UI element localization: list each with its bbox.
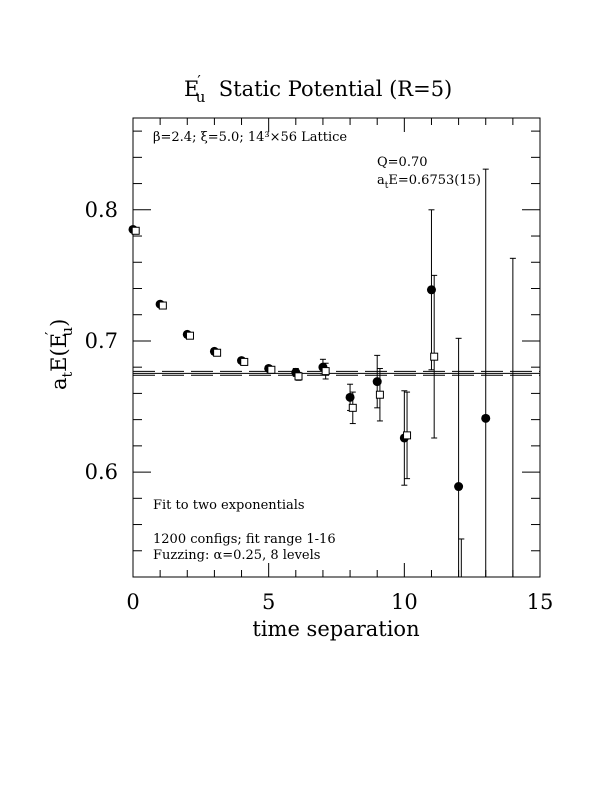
annotation-fit: atE=0.6753(15) (377, 173, 481, 191)
data-point-square (158, 301, 167, 310)
svg-text:atE(E′u): atE(E′u) (42, 319, 76, 390)
fit-sub: t (385, 181, 389, 191)
data-point-circle (481, 413, 491, 423)
data-point-square (321, 367, 330, 376)
data-point-square (185, 331, 194, 340)
plot-frame (132, 117, 541, 578)
title-sub: u (196, 88, 206, 106)
annotation-configs: 1200 configs; fit range 1-16 (153, 532, 336, 547)
x-axis-label: time separation (252, 617, 419, 641)
x-tick-label: 0 (126, 590, 139, 614)
y-axis-label: atE(E′u) (42, 319, 76, 390)
annotation-q: Q=0.70 (377, 155, 428, 170)
data-point-square (213, 348, 222, 357)
title-prime: ′ (197, 72, 201, 90)
chart-title: E′ u Static Potential (R=5) (184, 72, 452, 106)
data-point-square (430, 352, 439, 361)
x-tick-label: 5 (262, 590, 275, 614)
data-point-circle (454, 482, 464, 492)
fit-value: E=0.6753(15) (388, 173, 481, 188)
data-point-square (375, 390, 384, 399)
data-point-square (294, 372, 303, 381)
x-tick-label: 10 (391, 590, 418, 614)
x-tick-label: 15 (527, 590, 554, 614)
ylabel-t: t (60, 371, 76, 377)
ylabel-a: a (47, 377, 71, 390)
y-tick-label: 0.7 (85, 329, 118, 353)
title-rest: Static Potential (R=5) (205, 77, 452, 101)
fit-prefix: a (377, 173, 385, 188)
data-point-square (403, 431, 412, 440)
ylabel-prime: ′ (42, 331, 60, 335)
annotation-fit-type: Fit to two exponentials (153, 498, 305, 513)
y-tick-label: 0.6 (85, 460, 118, 484)
data-point-square (240, 357, 249, 366)
fit-band (133, 370, 540, 376)
data-points (128, 168, 516, 578)
axis-ticks (132, 118, 541, 578)
title-e: E (184, 77, 199, 101)
data-point-square (131, 226, 140, 235)
data-point-square (267, 365, 276, 374)
annotation-fuzzing: Fuzzing: α=0.25, 8 levels (153, 548, 320, 563)
ylabel-close: ) (47, 319, 71, 327)
tick-labels: 0 5 10 15 0.6 0.7 0.8 (85, 198, 554, 614)
ylabel-e: E(E (47, 333, 71, 372)
ylabel-u: u (58, 327, 76, 337)
y-tick-label: 0.8 (85, 198, 118, 222)
data-point-square (348, 403, 357, 412)
annotation-lattice: β=2.4; ξ=5.0; 14³×56 Lattice (153, 130, 347, 145)
